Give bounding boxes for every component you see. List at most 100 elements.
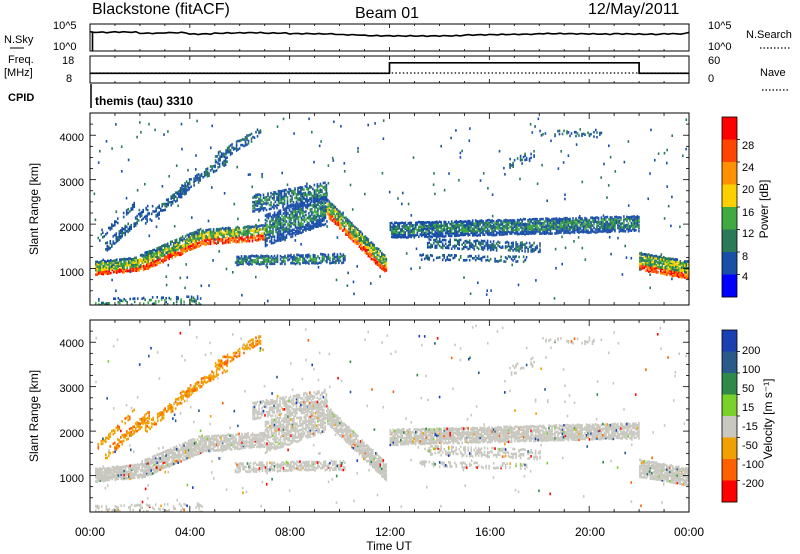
data-cell <box>231 152 233 155</box>
data-cell <box>585 220 588 224</box>
data-cell <box>217 162 219 165</box>
data-cell <box>682 263 685 267</box>
data-cell <box>245 234 248 237</box>
data-cell <box>256 128 259 132</box>
data-cell <box>645 253 647 256</box>
data-cell <box>130 226 132 229</box>
data-cell <box>312 226 315 230</box>
data-cell <box>296 205 298 208</box>
data-cell <box>256 239 258 242</box>
data-cell <box>500 246 502 249</box>
data-cell <box>206 175 209 178</box>
data-cell <box>98 303 100 305</box>
data-cell <box>255 227 258 230</box>
data-cell <box>452 232 454 235</box>
data-cell <box>488 224 490 227</box>
data-cell <box>111 227 113 230</box>
data-cell <box>122 231 125 235</box>
data-cell <box>370 257 373 261</box>
data-cell <box>353 292 355 296</box>
data-cell <box>394 235 396 239</box>
data-cell <box>300 227 303 230</box>
data-cell <box>394 226 396 229</box>
data-cell <box>366 236 368 240</box>
data-cell <box>626 219 628 223</box>
data-cell <box>406 227 408 230</box>
data-cell <box>169 297 172 301</box>
data-cell <box>658 255 661 259</box>
data-cell <box>154 454 157 458</box>
data-cell <box>218 232 221 235</box>
data-cell <box>275 258 277 262</box>
data-cell <box>334 208 337 211</box>
data-cell <box>314 214 316 218</box>
data-cell <box>272 227 274 230</box>
data-cell <box>495 219 498 223</box>
data-cell <box>148 249 151 253</box>
data-cell <box>102 261 105 265</box>
data-cell <box>531 230 534 234</box>
data-cell <box>527 227 529 230</box>
data-cell <box>299 215 301 218</box>
data-cell <box>464 232 466 236</box>
data-cell <box>326 199 328 203</box>
data-cell <box>462 222 465 225</box>
data-cell <box>635 217 637 221</box>
data-cell <box>270 207 272 210</box>
data-cell <box>295 200 298 204</box>
data-cell <box>293 220 295 224</box>
data-cell <box>205 171 207 174</box>
data-cell <box>551 232 553 235</box>
data-cell <box>307 193 310 196</box>
data-cell <box>258 256 261 259</box>
data-cell <box>587 221 589 224</box>
data-cell <box>154 300 157 303</box>
data-cell <box>575 218 577 222</box>
data-cell <box>264 222 267 225</box>
data-cell <box>259 193 262 197</box>
data-cell <box>643 261 646 264</box>
data-cell <box>431 232 433 236</box>
data-cell <box>253 234 255 238</box>
data-cell <box>373 252 376 255</box>
data-cell <box>272 258 274 262</box>
data-cell <box>273 204 275 207</box>
data-cell <box>609 221 612 225</box>
data-cell <box>173 193 175 196</box>
data-cell <box>391 225 393 229</box>
data-cell <box>107 267 109 271</box>
data-cell <box>121 262 124 266</box>
data-cell <box>412 224 414 227</box>
data-cell <box>287 206 289 209</box>
data-cell <box>290 210 292 214</box>
data-cell <box>582 219 585 222</box>
data-cell <box>282 197 284 201</box>
data-cell <box>150 250 152 253</box>
data-cell <box>444 234 447 238</box>
data-cell <box>232 236 234 240</box>
data-cell <box>205 167 207 171</box>
data-cell <box>328 213 331 216</box>
data-cell <box>162 463 164 466</box>
data-cell <box>295 196 298 200</box>
data-cell <box>428 258 430 261</box>
data-cell <box>293 228 295 231</box>
data-cell <box>400 229 402 233</box>
data-cell <box>145 260 148 264</box>
data-cell <box>290 213 292 216</box>
data-cell <box>664 272 667 276</box>
data-cell <box>332 253 334 256</box>
data-cell <box>293 254 295 257</box>
data-cell <box>111 474 114 477</box>
data-cell <box>261 254 264 258</box>
data-cell <box>487 187 489 190</box>
data-cell <box>117 266 120 270</box>
data-cell <box>314 254 316 257</box>
data-cell <box>438 240 441 244</box>
data-cell <box>432 223 435 227</box>
data-cell <box>147 457 149 461</box>
data-cell <box>327 202 329 206</box>
data-cell <box>208 284 210 287</box>
data-cell <box>558 221 561 225</box>
data-cell <box>270 239 273 243</box>
